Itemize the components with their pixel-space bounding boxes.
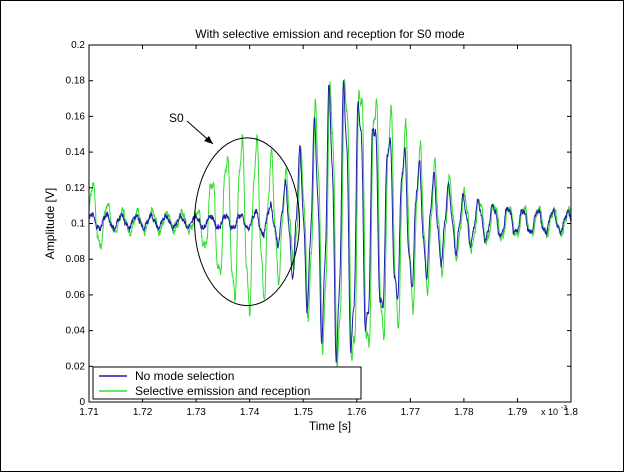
y-tick-label: 0.08 bbox=[66, 254, 86, 265]
y-tick-label: 0.04 bbox=[66, 326, 86, 337]
x-tick-label: 1.76 bbox=[347, 407, 367, 418]
series-line-no-mode-selection bbox=[88, 79, 572, 363]
y-tick-label: 0.14 bbox=[66, 147, 86, 158]
x-tick-label: 1.75 bbox=[293, 407, 313, 418]
x-tick-label: 1.8 bbox=[564, 407, 578, 418]
y-tick-label: 0.16 bbox=[66, 111, 86, 122]
x-tick-label: 1.73 bbox=[186, 407, 206, 418]
x-tick-label: 1.71 bbox=[79, 407, 99, 418]
s0-annotation-label: S0 bbox=[169, 111, 184, 125]
series-line-selective-emission bbox=[88, 78, 572, 368]
x-multiplier-label: x 10 bbox=[541, 407, 558, 417]
y-tick-label: 0.18 bbox=[66, 76, 86, 87]
y-tick-label: 0.02 bbox=[66, 361, 86, 372]
y-tick-label: 0 bbox=[79, 397, 85, 408]
x-multiplier-exponent: -3 bbox=[561, 405, 567, 412]
chart-title: With selective emission and reception fo… bbox=[195, 27, 465, 41]
legend-label-no-mode-selection: No mode selection bbox=[135, 369, 234, 383]
s0-arrow-head bbox=[204, 136, 213, 144]
x-tick-label: 1.74 bbox=[240, 407, 260, 418]
y-tick-label: 0.06 bbox=[66, 290, 86, 301]
x-tick-label: 1.78 bbox=[454, 407, 474, 418]
y-tick-label: 0.2 bbox=[71, 40, 85, 51]
y-axis-label: Amplitude [V] bbox=[43, 188, 57, 259]
legend-box bbox=[92, 366, 362, 400]
x-tick-label: 1.77 bbox=[401, 407, 421, 418]
legend-label-selective-emission: Selective emission and reception bbox=[135, 384, 310, 398]
x-tick-label: 1.79 bbox=[508, 407, 528, 418]
s0-ellipse-annotation bbox=[194, 137, 300, 307]
y-tick-label: 0.12 bbox=[66, 183, 86, 194]
x-axis-label: Time [s] bbox=[309, 419, 351, 433]
x-tick-label: 1.72 bbox=[133, 407, 153, 418]
y-tick-label: 0.1 bbox=[71, 219, 85, 230]
